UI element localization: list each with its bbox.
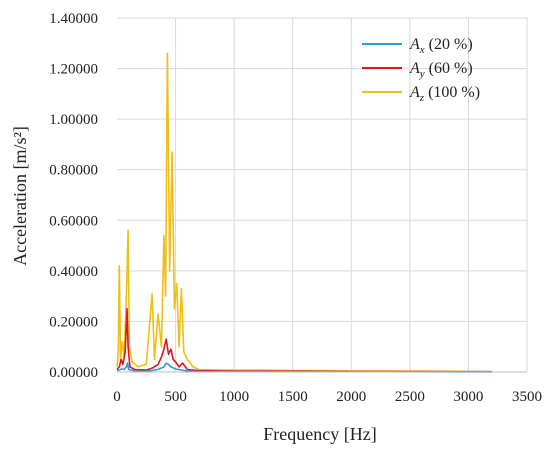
legend-subscript: z [419, 92, 425, 104]
y-tick-label: 0.40000 [49, 264, 98, 280]
legend-percent: (20 %) [425, 36, 473, 53]
x-tick-label: 1500 [278, 389, 308, 405]
legend-subscript: x [419, 44, 425, 56]
legend: Ax (20 %)Ay (60 %)Az (100 %) [362, 36, 480, 104]
x-tick-label: 2000 [336, 389, 366, 405]
y-tick-label: 1.00000 [49, 112, 98, 128]
legend-item-z: Az (100 %) [362, 84, 480, 104]
x-tick-label: 3000 [453, 389, 483, 405]
legend-percent: (60 %) [425, 60, 473, 77]
y-tick-label: 0.80000 [49, 163, 98, 179]
x-tick-label: 3500 [512, 389, 542, 405]
x-tick-label: 500 [164, 389, 187, 405]
x-axis-title: Frequency [Hz] [263, 424, 376, 444]
legend-percent: (100 %) [424, 84, 480, 101]
legend-label: Ay (60 %) [409, 60, 473, 80]
series-line-x [116, 362, 492, 373]
legend-symbol: A [409, 60, 420, 77]
legend-symbol: A [409, 84, 420, 101]
legend-label: Ax (20 %) [409, 36, 473, 56]
y-tick-label: 0.60000 [49, 213, 98, 229]
y-tick-label: 1.20000 [49, 62, 98, 78]
legend-symbol: A [409, 36, 420, 53]
y-axis-title: Acceleration [m/s²] [10, 126, 30, 266]
legend-label: Az (100 %) [409, 84, 480, 104]
series-line-y [116, 308, 492, 373]
y-tick-label: 1.40000 [49, 11, 98, 27]
gridlines [117, 17, 528, 372]
x-tick-label: 0 [113, 389, 121, 405]
legend-subscript: y [419, 68, 425, 80]
x-tick-label: 2500 [395, 389, 425, 405]
series-lines [116, 52, 492, 373]
x-tick-label: 1000 [219, 389, 249, 405]
legend-item-y: Ay (60 %) [362, 60, 473, 80]
y-tick-label: 0.20000 [49, 314, 98, 330]
legend-item-x: Ax (20 %) [362, 36, 473, 56]
tick-labels: 0 500 1000 1500 2000 2500 3000 3500 0.00000 0.200… [49, 11, 542, 405]
y-tick-label: 0.00000 [49, 365, 98, 381]
series-line-z [116, 52, 492, 373]
